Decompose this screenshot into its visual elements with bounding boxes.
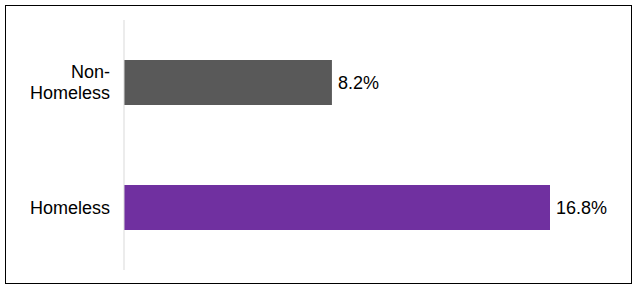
svg-text:16.8%: 16.8% bbox=[556, 198, 607, 218]
svg-text:Non-Homeless: Non-Homeless bbox=[30, 62, 110, 103]
svg-text:Homeless: Homeless bbox=[30, 198, 110, 218]
svg-text:8.2%: 8.2% bbox=[338, 73, 379, 93]
